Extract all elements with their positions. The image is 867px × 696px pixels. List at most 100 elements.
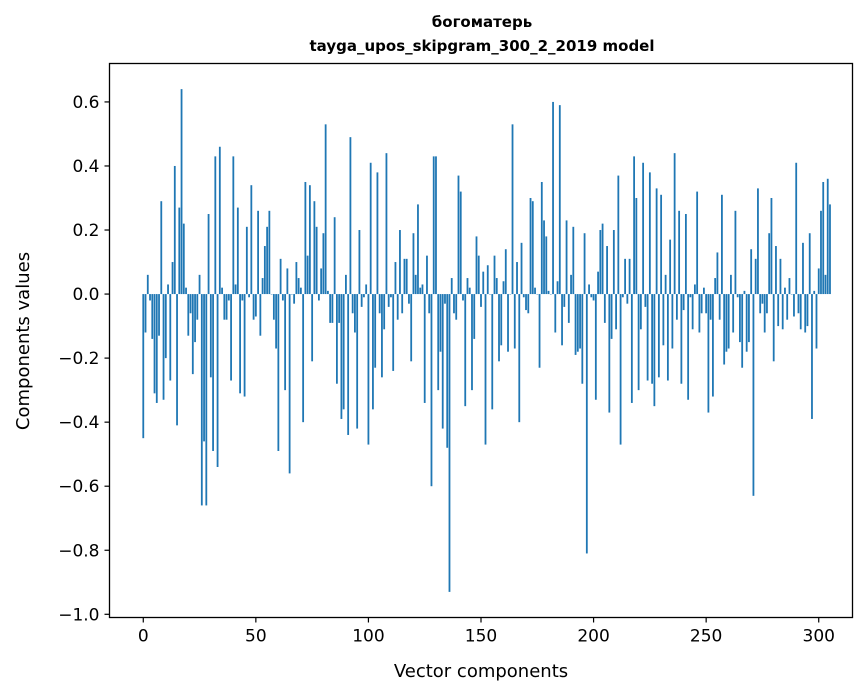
bar-component-29 — [207, 214, 210, 295]
bar-component-11 — [167, 284, 169, 295]
bar-component-297 — [811, 294, 813, 419]
bar-component-49 — [252, 294, 255, 320]
bar-component-60 — [277, 294, 280, 451]
bar-component-77 — [315, 226, 318, 295]
bar-component-281 — [775, 246, 777, 295]
bar-component-48 — [250, 185, 253, 295]
bar-component-206 — [606, 246, 608, 295]
bar-component-277 — [766, 294, 768, 314]
bar-component-85 — [333, 217, 336, 295]
bar-component-20 — [187, 294, 190, 336]
y-tick-label: −0.4 — [58, 413, 99, 433]
bar-component-149 — [477, 255, 480, 295]
bar-component-212 — [619, 294, 622, 445]
bar-component-140 — [457, 175, 460, 295]
y-tick-label: 0.2 — [72, 221, 99, 241]
bar-component-250 — [705, 294, 708, 314]
bar-component-301 — [820, 210, 822, 295]
bar-component-233 — [666, 294, 669, 381]
bar-component-71 — [302, 294, 305, 423]
bar-component-22 — [191, 294, 194, 375]
bar-component-273 — [757, 188, 759, 295]
bar-component-41 — [234, 284, 237, 295]
y-tick-label: −1.0 — [58, 605, 99, 625]
bar-component-107 — [383, 294, 386, 330]
x-axis-label: Vector components — [394, 661, 568, 682]
bar-component-173 — [531, 201, 534, 295]
bar-component-304 — [826, 178, 829, 295]
bar-component-178 — [543, 220, 545, 295]
bar-component-108 — [385, 153, 388, 295]
y-tick-label: 0.6 — [72, 93, 99, 113]
bar-component-155 — [491, 294, 494, 410]
bar-component-276 — [763, 294, 766, 333]
bar-component-40 — [232, 156, 235, 295]
bar-component-91 — [347, 294, 350, 435]
bar-component-223 — [644, 294, 647, 307]
bar-component-158 — [498, 294, 500, 362]
bar-component-285 — [784, 287, 786, 295]
bar-component-249 — [703, 287, 705, 295]
bar-component-111 — [392, 294, 395, 371]
bar-component-92 — [349, 137, 352, 295]
bars-group — [142, 89, 831, 592]
x-tick-label: 100 — [352, 627, 384, 647]
bar-component-267 — [743, 290, 746, 295]
bar-component-264 — [736, 294, 739, 298]
bar-component-167 — [518, 294, 521, 423]
bar-component-280 — [772, 294, 775, 362]
bar-component-196 — [583, 233, 586, 295]
bar-component-131 — [437, 294, 440, 391]
bar-component-198 — [588, 284, 590, 295]
bar-component-305 — [829, 204, 831, 295]
bar-component-2 — [146, 274, 149, 295]
bar-component-260 — [727, 294, 730, 349]
y-tick-label: −0.6 — [58, 477, 99, 497]
bar-component-43 — [239, 294, 241, 394]
bar-component-115 — [401, 294, 404, 314]
bar-component-105 — [378, 294, 381, 314]
bar-component-1 — [144, 294, 147, 333]
bar-component-72 — [304, 181, 307, 295]
bar-component-228 — [655, 188, 658, 295]
bar-component-30 — [209, 294, 212, 378]
bar-component-4 — [151, 294, 154, 339]
bar-component-205 — [603, 294, 606, 323]
bar-component-113 — [396, 294, 399, 320]
bar-component-96 — [358, 230, 361, 295]
bar-component-23 — [194, 294, 196, 343]
bar-component-190 — [570, 274, 572, 295]
bar-component-83 — [329, 294, 332, 323]
bar-component-95 — [356, 294, 359, 429]
bar-component-32 — [214, 156, 217, 295]
bar-component-191 — [572, 226, 575, 295]
bar-component-262 — [732, 294, 735, 333]
bar-component-271 — [752, 294, 755, 496]
bar-component-146 — [471, 294, 473, 391]
bar-component-28 — [205, 294, 208, 506]
y-tick-label: 0.0 — [72, 285, 99, 305]
bar-component-225 — [648, 172, 651, 295]
y-axis-label: Components values — [13, 252, 34, 430]
bar-component-282 — [777, 294, 780, 327]
bar-component-17 — [180, 89, 183, 295]
bar-component-101 — [369, 162, 372, 295]
bar-component-239 — [680, 294, 683, 384]
bar-component-209 — [612, 230, 615, 295]
bar-component-160 — [502, 281, 505, 295]
bar-component-263 — [734, 210, 737, 295]
bar-component-224 — [646, 294, 649, 381]
bar-component-244 — [691, 294, 694, 330]
bar-component-7 — [158, 294, 160, 336]
bar-component-98 — [363, 294, 365, 298]
bar-component-214 — [624, 258, 626, 295]
bar-component-64 — [286, 268, 289, 295]
bar-component-236 — [673, 153, 676, 295]
bar-component-268 — [745, 294, 748, 352]
bar-component-296 — [808, 233, 811, 295]
bar-component-37 — [225, 294, 228, 320]
bar-component-171 — [527, 294, 530, 314]
bar-component-201 — [594, 294, 597, 400]
bar-component-293 — [802, 242, 804, 295]
